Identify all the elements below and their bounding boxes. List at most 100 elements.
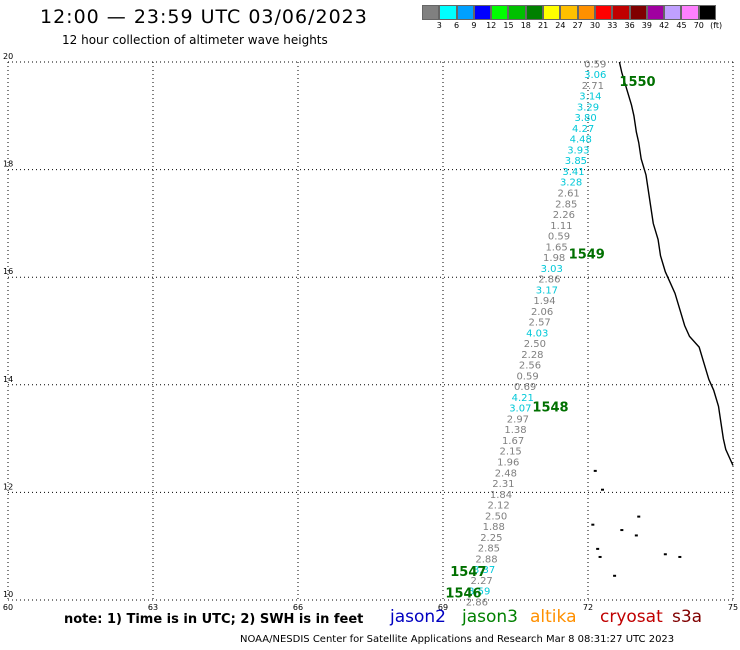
pass-label: 1549	[569, 247, 605, 262]
y-tick-label: 14	[3, 375, 13, 384]
legend-swatch	[456, 5, 474, 20]
legend-label: 33	[607, 21, 618, 30]
satellite-altika: altika	[530, 607, 577, 627]
swh-value: 0.59	[548, 232, 570, 243]
legend-label: (ft)	[710, 21, 723, 30]
satellite-s3a: s3a	[672, 607, 703, 627]
legend-swatch	[577, 5, 595, 20]
swh-value: 3.93	[567, 145, 589, 156]
island	[634, 534, 638, 537]
swh-value: 2.28	[521, 350, 543, 361]
swh-value: 2.50	[524, 339, 546, 350]
island	[593, 469, 597, 472]
pass-label: 1547	[450, 565, 486, 580]
swh-value: 3.17	[536, 285, 558, 296]
satellite-cryosat: cryosat	[600, 607, 663, 627]
island	[678, 555, 682, 558]
swh-value: 3.03	[541, 264, 563, 275]
swh-value: 3.80	[574, 113, 596, 124]
swh-value: 1.11	[550, 221, 572, 232]
swh-value: 4.21	[512, 393, 534, 404]
swh-value: 4.03	[526, 328, 548, 339]
swh-value: 3.14	[579, 92, 601, 103]
pass-label: 1550	[619, 75, 655, 90]
island	[598, 555, 602, 558]
swh-value: 0.69	[514, 382, 536, 393]
swh-value: 3.85	[565, 156, 587, 167]
swh-value: 2.97	[507, 414, 529, 425]
legend-swatch	[473, 5, 492, 20]
footer-credit: NOAA/NESDIS Center for Satellite Applica…	[240, 634, 675, 645]
swh-value: 1.84	[490, 490, 512, 501]
chart-subtitle: 12 hour collection of altimeter wave hei…	[62, 33, 328, 47]
legend-swatch	[612, 5, 630, 20]
swh-value: 2.26	[553, 210, 575, 221]
swh-value: 3.07	[509, 404, 531, 415]
legend-swatch	[491, 5, 509, 20]
note-text: note: 1) Time is in UTC; 2) SWH is in fe…	[64, 612, 364, 627]
legend-swatch	[594, 5, 613, 20]
legend-label: 12	[486, 21, 497, 30]
legend-swatch	[629, 5, 647, 20]
legend-label: 15	[503, 21, 514, 30]
swh-value: 3.28	[560, 178, 582, 189]
y-tick-label: 16	[3, 267, 13, 276]
swh-value: 2.48	[495, 468, 517, 479]
swh-value: 1.98	[543, 253, 565, 264]
legend-swatch	[543, 5, 561, 20]
swh-value: 1.67	[502, 436, 524, 447]
color-legend-labels: 3 6 9 12 15 18 21 24 27 30 33 36 39 42 45 70 (ft)	[422, 21, 740, 33]
satellite-jason3: jason3	[462, 607, 518, 627]
legend-label: 18	[520, 21, 531, 30]
swh-value: 4.27	[572, 124, 594, 135]
swh-value: 3.59	[468, 587, 490, 598]
swh-value: 2.88	[475, 554, 497, 565]
x-tick-label: 63	[148, 603, 158, 612]
x-tick-label: 75	[728, 603, 738, 612]
x-tick-label: 66	[293, 603, 303, 612]
swh-value: 2.50	[485, 511, 507, 522]
y-tick-label: 20	[3, 52, 13, 61]
legend-swatch	[681, 5, 699, 20]
island	[596, 547, 600, 550]
legend-label: 9	[471, 21, 477, 30]
legend-swatch	[508, 5, 526, 20]
swh-value: 1.88	[483, 522, 505, 533]
swh-value: 0.59	[584, 59, 606, 70]
swh-value: 3.29	[577, 102, 599, 113]
legend-label: 6	[454, 21, 460, 30]
legend-swatch	[664, 5, 682, 20]
legend-label: 27	[572, 21, 583, 30]
y-tick-label: 18	[3, 160, 13, 169]
swh-value: 3.37	[473, 565, 495, 576]
x-tick-label: 69	[438, 603, 448, 612]
island	[601, 488, 604, 491]
swh-value: 2.25	[480, 533, 502, 544]
island	[620, 529, 624, 532]
pass-label: 1546	[445, 586, 481, 601]
swh-value: 2.12	[487, 501, 509, 512]
legend-label: 21	[538, 21, 549, 30]
legend-label: 30	[589, 21, 601, 30]
swh-value: 0.59	[516, 371, 538, 382]
x-tick-label: 72	[583, 603, 593, 612]
island	[591, 523, 595, 526]
swh-value: 1.65	[545, 242, 567, 253]
swh-value: 4.48	[570, 135, 592, 146]
swh-value: 2.06	[531, 307, 553, 318]
legend-label: 24	[555, 21, 566, 30]
coastline	[618, 61, 734, 466]
legend-swatch	[560, 5, 578, 20]
swh-value: 3.41	[562, 167, 584, 178]
legend-swatch	[698, 5, 717, 20]
swh-value: 2.31	[492, 479, 514, 490]
color-legend	[422, 5, 717, 20]
swh-value: 2.57	[529, 318, 551, 329]
swh-value: 2.85	[478, 544, 500, 555]
swh-value: 2.27	[471, 576, 493, 587]
island	[663, 553, 667, 556]
swh-value: 2.56	[519, 361, 541, 372]
legend-label: 70	[693, 21, 704, 30]
satellite-jason2: jason2	[390, 607, 446, 627]
